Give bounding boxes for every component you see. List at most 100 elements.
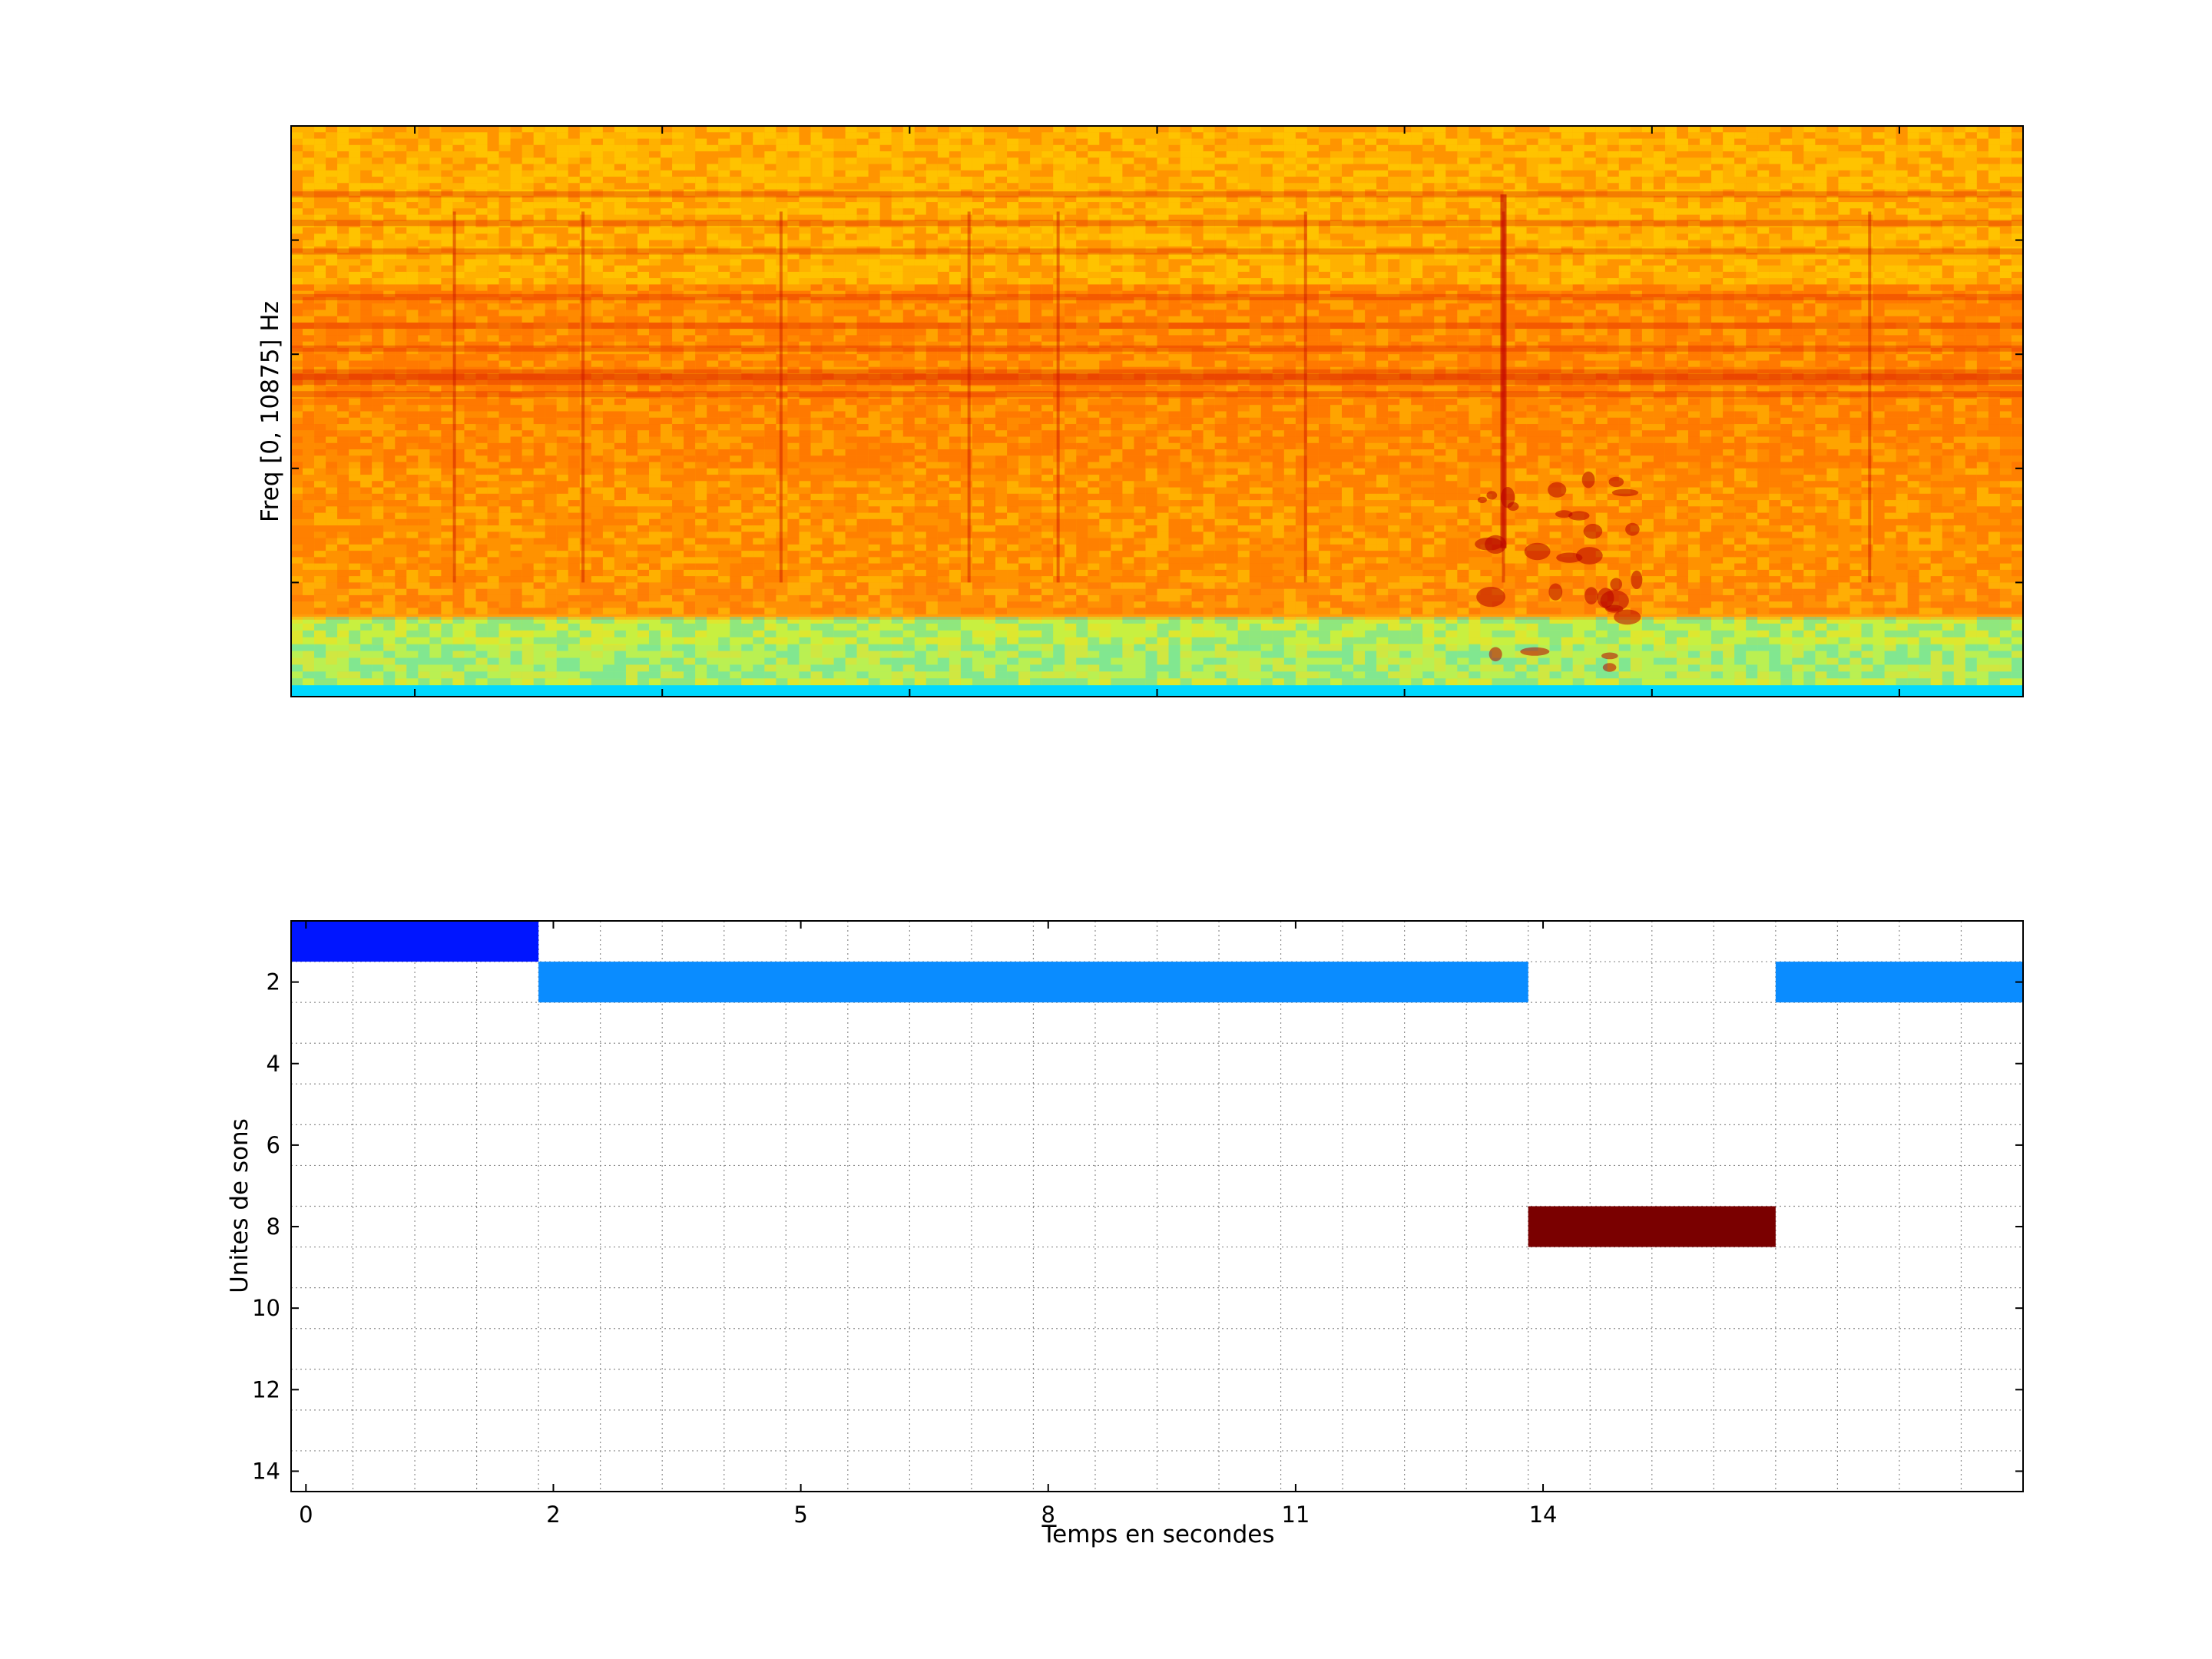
spectrogram-cell: [579, 430, 591, 437]
spectrogram-cell: [337, 151, 349, 158]
spectrogram-cell: [637, 329, 649, 336]
spectrogram-cell: [879, 594, 892, 602]
spectrogram-cell: [776, 138, 788, 145]
spectrogram-cell: [868, 195, 880, 203]
spectrogram-cell: [810, 322, 823, 329]
spectrogram-cell: [475, 316, 488, 323]
spectrogram-cell: [776, 576, 788, 583]
spectrogram-cell: [695, 341, 707, 348]
spectrogram-cell: [337, 468, 349, 475]
spectrogram-cell: [1030, 455, 1042, 462]
spectrogram-cell: [395, 290, 407, 297]
spectrogram-cell: [303, 278, 314, 285]
spectrogram-cell: [879, 144, 892, 152]
spectrogram-cell: [764, 512, 777, 519]
spectrogram-cell: [579, 227, 591, 234]
spectrogram-cell: [406, 220, 419, 228]
spectrogram-cell: [533, 544, 545, 551]
spectrogram-cell: [545, 557, 557, 564]
spectrogram-cell: [799, 500, 811, 507]
spectrogram-cell: [695, 132, 707, 139]
spectrogram-cell: [914, 518, 926, 526]
spectrogram-cell: [891, 430, 903, 437]
spectrogram-cell: [810, 582, 823, 589]
spectrogram-cell: [1007, 588, 1019, 595]
spectrogram-cell: [984, 506, 995, 513]
spectrogram-cell: [984, 525, 995, 532]
spectrogram-cell: [949, 214, 961, 221]
spectrogram-cell: [661, 296, 673, 304]
spectrogram-cell: [591, 462, 603, 469]
spectrogram-cell: [718, 538, 730, 545]
spectrogram-cell: [314, 157, 326, 164]
spectrogram-cell: [764, 525, 777, 532]
spectrogram-cell: [937, 417, 949, 425]
spectrogram-cell: [464, 329, 476, 336]
spectrogram-cell: [349, 202, 361, 209]
spectrogram-cell: [776, 449, 788, 456]
spectrogram-cell: [914, 576, 926, 583]
spectrogram-cell: [856, 608, 869, 614]
spectrogram-cell: [579, 436, 591, 443]
spectrogram-cell: [914, 195, 926, 203]
spectrogram-cell: [672, 360, 684, 367]
spectrogram-cell: [510, 220, 522, 228]
spectrogram-cell: [707, 296, 719, 304]
spectrogram-cell: [833, 417, 846, 425]
spectrogram-cell: [949, 379, 961, 386]
spectrogram-cell: [533, 582, 545, 589]
spectrogram-cell: [545, 500, 557, 507]
spectrogram-cell: [372, 399, 384, 406]
spectrogram-cell: [879, 329, 892, 336]
spectrogram-cell: [452, 487, 465, 494]
spectrogram-cell: [568, 544, 580, 551]
spectrogram-cell: [556, 411, 568, 418]
spectrogram-cell: [487, 594, 499, 602]
spectrogram-cell: [441, 195, 453, 203]
spectrogram-cell: [707, 170, 719, 177]
spectrogram-cell: [326, 202, 338, 209]
spectrogram-cell: [879, 424, 892, 431]
spectrogram-cell: [533, 442, 545, 450]
spectrogram-cell: [452, 551, 465, 558]
spectrogram-cell: [337, 164, 349, 171]
spectrogram-cell: [730, 379, 742, 386]
spectrogram-cell: [533, 208, 545, 215]
spectrogram-cell: [545, 347, 557, 355]
spectrogram-cell: [730, 588, 742, 595]
spectrogram-cell: [695, 329, 707, 336]
spectrogram-cell: [614, 518, 626, 526]
spectrogram-cell: [614, 214, 626, 221]
spectrogram-cell: [856, 512, 869, 519]
spectrogram-cell: [395, 411, 407, 418]
spectrogram-cell: [949, 468, 961, 475]
spectrogram-cell: [787, 531, 800, 538]
spectrogram-cell: [614, 144, 626, 152]
spectrogram-cell: [1030, 220, 1042, 228]
spectrogram-cell: [1007, 170, 1019, 177]
spectrogram-cell: [591, 316, 603, 323]
spectrogram-cell: [661, 518, 673, 526]
spectrogram-cell: [764, 506, 777, 513]
spectrogram-cell: [960, 608, 972, 614]
spectrogram-cell: [972, 512, 984, 519]
spectrogram-cell: [856, 347, 869, 355]
spectrogram-cell: [441, 449, 453, 456]
spectrogram-cell: [684, 316, 696, 323]
spectrogram-cell: [614, 582, 626, 589]
spectrogram-cell: [891, 303, 903, 310]
spectrogram-cell: [914, 399, 926, 406]
spectrogram-cell: [614, 386, 626, 392]
spectrogram-cell: [972, 481, 984, 488]
spectrogram-cell: [1007, 316, 1019, 323]
spectrogram-cell: [556, 202, 568, 209]
spectrogram-cell: [926, 436, 938, 443]
spectrogram-cell: [349, 227, 361, 234]
spectrogram-cell: [591, 335, 603, 342]
spectrogram-cell: [441, 493, 453, 501]
spectrogram-cell: [568, 512, 580, 519]
spectrogram-cell: [522, 582, 534, 589]
spectrogram-cell: [856, 506, 869, 513]
spectrogram-cell: [383, 531, 396, 538]
spectrogram-cell: [533, 183, 545, 190]
